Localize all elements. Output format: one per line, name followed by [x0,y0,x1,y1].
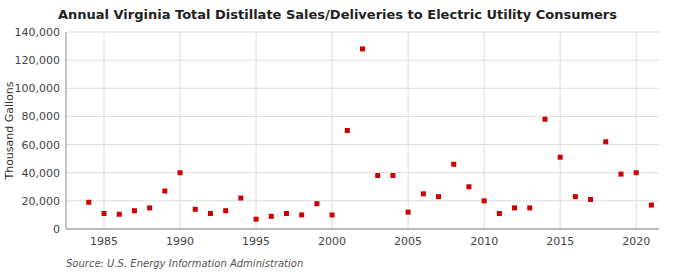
point [512,205,517,210]
point [649,203,654,208]
point [178,170,183,175]
point [193,207,198,212]
x-grid-line [256,32,257,229]
point [238,196,243,201]
y-grid-line [66,60,659,61]
x-tick-label: 2015 [546,235,574,248]
point [284,211,289,216]
y-tick-label: 0 [53,223,60,236]
y-tick-label: 140,000 [15,26,61,39]
y-tick-label: 100,000 [15,82,61,95]
y-tick-label: 60,000 [22,139,61,152]
point [132,208,137,213]
x-grid-line [104,32,105,229]
point [86,200,91,205]
point [451,162,456,167]
points [86,46,654,221]
point [558,155,563,160]
point [466,184,471,189]
point [162,189,167,194]
y-grid-line [66,172,659,173]
y-grid-line [66,116,659,117]
y-tick-label: 40,000 [22,167,61,180]
x-tick-label: 1990 [166,235,194,248]
y-grid-line [66,144,659,145]
y-tick-label: 80,000 [22,110,61,123]
point [634,170,639,175]
x-tick-label: 2020 [622,235,650,248]
point [345,128,350,133]
point [618,172,623,177]
point [421,191,426,196]
x-axis-line [66,229,659,230]
point [375,173,380,178]
x-grid-line [408,32,409,229]
point [497,211,502,216]
point [573,194,578,199]
y-grid-line [66,200,659,201]
point [208,211,213,216]
point [330,212,335,217]
y-axis-line [66,32,67,229]
point [588,197,593,202]
axes: 0 20,000 40,000 60,000 80,000 100,000 120,000 1… [15,26,660,248]
x-tick-label: 2010 [470,235,498,248]
x-tick-label: 2005 [394,235,422,248]
point [299,212,304,217]
point [102,211,107,216]
point [254,217,259,222]
x-grid-line [636,32,637,229]
point [436,194,441,199]
point [527,205,532,210]
y-tick-label: 20,000 [22,195,61,208]
point [603,139,608,144]
point [314,201,319,206]
source-note: Source: U.S. Energy Information Administ… [66,258,303,269]
y-grid-line [66,229,659,230]
point [360,46,365,51]
chart: Annual Virginia Total Distillate Sales/D… [0,0,675,275]
point [223,208,228,213]
y-axis-label: Thousand Gallons [3,81,16,180]
point [542,117,547,122]
x-grid-line [180,32,181,229]
point [406,210,411,215]
point [269,214,274,219]
x-tick-label: 1995 [242,235,270,248]
point [390,173,395,178]
point [482,198,487,203]
x-tick-label: 1985 [90,235,118,248]
y-tick-label: 120,000 [15,54,61,67]
y-grid-line [66,88,659,89]
x-grid-line [332,32,333,229]
point [117,212,122,217]
y-grid-line [66,32,659,33]
point [147,205,152,210]
grid [66,32,659,229]
title: Annual Virginia Total Distillate Sales/D… [58,7,617,22]
x-grid-line [560,32,561,229]
x-tick-label: 2000 [318,235,346,248]
